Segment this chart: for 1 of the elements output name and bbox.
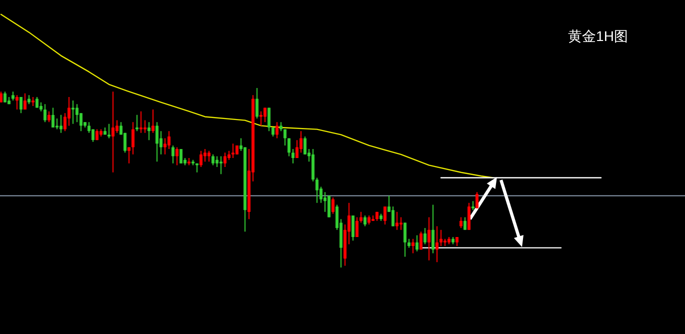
title: 黄金1H图 <box>568 28 628 44</box>
